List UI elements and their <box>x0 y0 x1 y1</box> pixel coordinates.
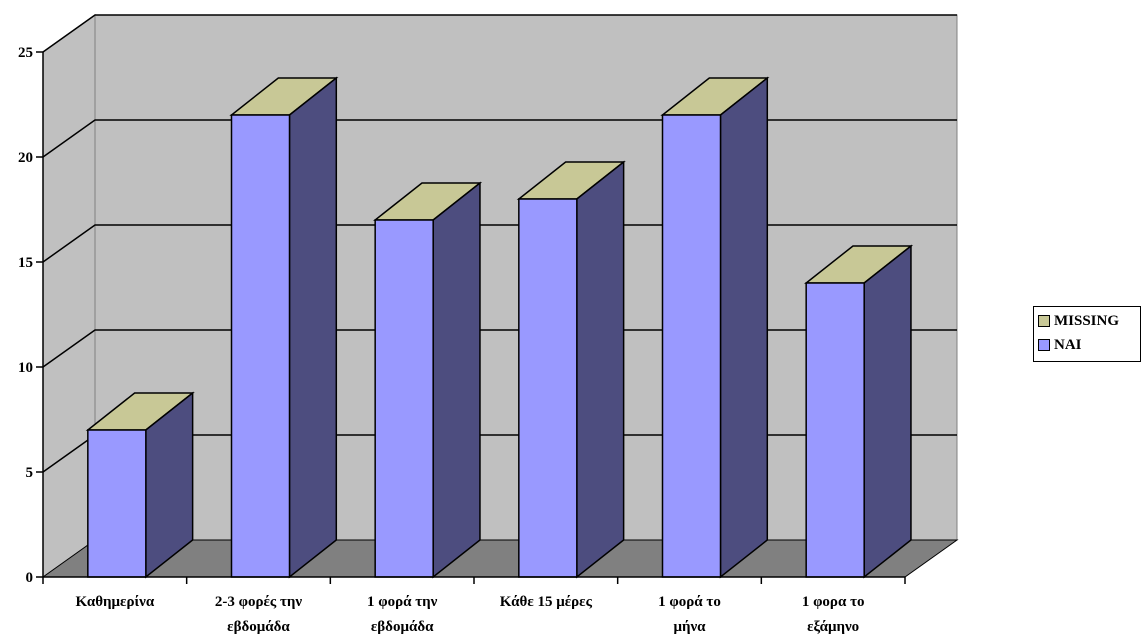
legend-item-missing: MISSING <box>1038 309 1140 333</box>
y-tick-label: 25 <box>18 45 33 61</box>
bar-side <box>288 76 338 579</box>
x-category-label: 2-3 φορές την εβδομάδα <box>215 594 303 635</box>
x-category-label-line: 1 φορά το <box>658 594 721 610</box>
bar-front <box>805 282 865 578</box>
y-tick-label: 20 <box>18 150 33 166</box>
chart-legend: MISSING ΝΑΙ <box>1033 306 1141 362</box>
x-category-label-line: Καθημερίνα <box>75 594 154 610</box>
y-tick-label: 5 <box>26 465 34 481</box>
legend-swatch-nai <box>1038 339 1050 351</box>
bar-front <box>87 429 147 578</box>
bar <box>804 244 914 579</box>
x-category-label-line: εβδομάδα <box>371 619 434 635</box>
chart-bars <box>85 76 914 579</box>
x-category-label: 1 φορα το εξάμηνο <box>802 594 865 635</box>
y-tick-label: 0 <box>26 570 34 586</box>
x-category-label: 1 φορά το μήνα <box>658 594 721 635</box>
x-category-label-line: μήνα <box>673 619 706 635</box>
x-category-label-line: εβδομάδα <box>227 619 290 635</box>
y-tick-label: 10 <box>18 360 33 376</box>
bar-side <box>863 244 912 579</box>
x-category-label: Καθημερίνα <box>75 594 154 610</box>
bar <box>516 160 626 579</box>
x-category-label-line: 2-3 φορές την <box>215 594 303 610</box>
gridline <box>42 14 957 53</box>
bar-front <box>518 198 578 578</box>
legend-swatch-missing <box>1038 315 1050 327</box>
legend-item-nai: ΝΑΙ <box>1038 333 1140 357</box>
bar-front <box>230 114 291 578</box>
x-category-label: 1 φορά την εβδομάδα <box>367 594 438 635</box>
bar <box>660 76 770 579</box>
x-category-label-line: Κάθε 15 μέρες <box>500 594 593 610</box>
y-axis: 0 5 10 15 20 25 <box>18 45 44 586</box>
bar-side <box>432 181 481 579</box>
bar-side <box>576 160 625 579</box>
x-category-label-line: 1 φορά την <box>367 594 438 610</box>
x-category-label-line: 1 φορα το <box>802 594 865 610</box>
bar <box>85 391 195 579</box>
x-category-label-line: εξάμηνο <box>807 619 859 635</box>
legend-label-missing: MISSING <box>1054 312 1120 329</box>
y-tick-label: 15 <box>18 255 33 271</box>
x-category-label: Κάθε 15 μέρες <box>500 594 593 610</box>
bar <box>373 181 483 579</box>
bar-side <box>719 76 769 579</box>
bar-front <box>661 114 722 578</box>
bar <box>229 76 339 579</box>
bar-front <box>374 219 434 578</box>
legend-label-nai: ΝΑΙ <box>1054 336 1082 353</box>
